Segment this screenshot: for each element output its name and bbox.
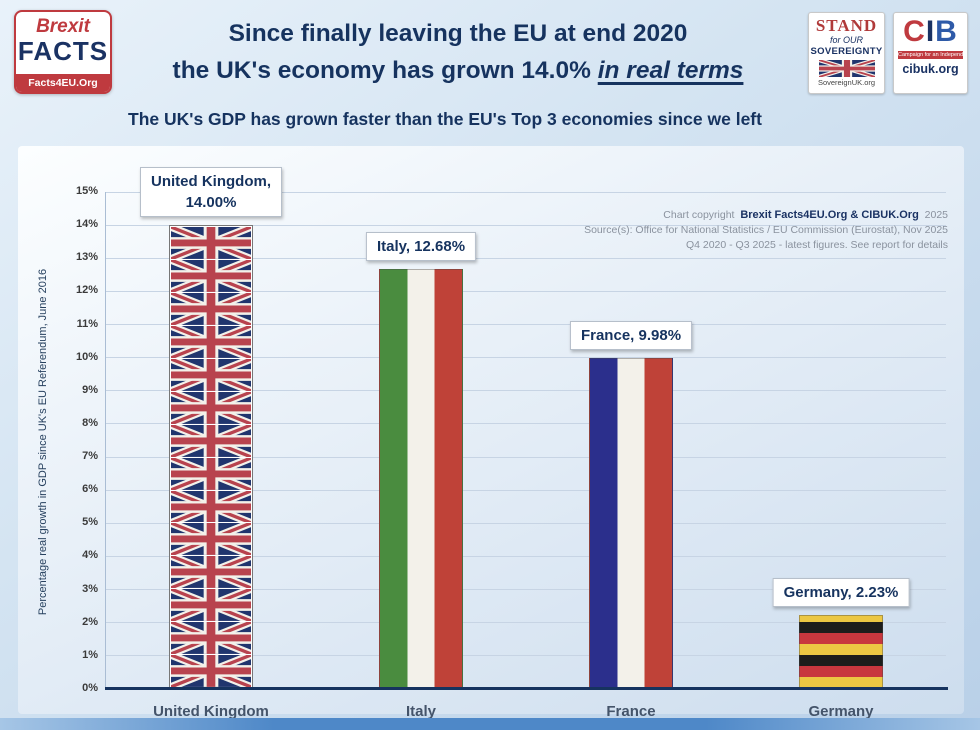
bar-value-label: France, 9.98%: [569, 321, 693, 351]
union-jack-flag-segment: [171, 424, 251, 457]
bar-france: [589, 358, 673, 689]
facts4eu-logo: Brexit FACTS Facts4EU.Org: [14, 10, 112, 94]
gridline: [106, 622, 946, 624]
gridline: [106, 191, 946, 193]
union-jack-flag-segment: [171, 490, 251, 523]
cib-letter-c: C: [903, 15, 926, 48]
y-tick-label: 11%: [76, 317, 98, 330]
gridline: [106, 456, 946, 458]
union-jack-flag-segment: [171, 457, 251, 490]
title-line-2-emphasis: in real terms: [597, 56, 744, 84]
gridline: [106, 522, 946, 524]
gdp-growth-bar-chart: Chart copyright Brexit Facts4EU.Org & CI…: [18, 146, 964, 720]
y-tick-label: 1%: [82, 648, 98, 661]
bottom-frame-strip: [0, 718, 980, 730]
y-axis-line: [105, 192, 106, 689]
period-line: Q4 2020 - Q3 2025 - latest figures. See …: [685, 239, 948, 251]
gridline: [106, 555, 946, 557]
union-jack-flag-segment: [171, 325, 251, 358]
gridline: [106, 324, 946, 326]
cib-letters: CIB: [894, 15, 967, 50]
union-jack-flag-segment: [171, 622, 251, 655]
sovereignuk-site: SovereignUK.org: [817, 78, 876, 88]
chart-subtitle: The UK's GDP has grown faster than the E…: [128, 109, 762, 129]
cibuk-site: cibuk.org: [902, 61, 959, 76]
y-tick-label: 7%: [82, 450, 98, 463]
x-axis-label: Italy: [405, 703, 436, 720]
y-tick-label: 6%: [82, 483, 98, 496]
gridline: [106, 224, 946, 226]
copyright-line: Chart copyright Brexit Facts4EU.Org & CI…: [584, 208, 948, 223]
logo-facts-word: FACTS: [17, 36, 109, 66]
gridline: [106, 290, 946, 292]
sovereignuk-logo: STAND for OUR SOVEREIGNTY SovereignUK.or…: [808, 12, 885, 94]
y-tick-label: 5%: [82, 516, 98, 529]
y-tick-label: 2%: [82, 615, 98, 628]
y-tick-label: 15%: [75, 185, 98, 197]
bar-value-label-line: 14.00%: [185, 194, 237, 212]
y-tick-label: 14%: [75, 218, 98, 231]
bar-germany: [799, 615, 883, 689]
gridline: [106, 257, 946, 259]
union-jack-flag-segment: [171, 227, 251, 260]
y-tick-label: 8%: [82, 416, 98, 429]
y-tick-label: 0%: [82, 682, 98, 694]
cib-letter-i: I: [925, 15, 936, 48]
title-line-2-prefix: the UK's economy has grown 14.0%: [172, 56, 598, 84]
union-jack-flag-segment: [171, 260, 251, 292]
gridline: [106, 390, 946, 392]
logo-facts4eu-site: Facts4EU.Org: [16, 74, 110, 92]
bar-value-label-line: United Kingdom,: [151, 173, 271, 191]
logo-brexit-word: Brexit: [36, 16, 90, 37]
bar-value-label-line: Germany, 2.23%: [783, 584, 899, 602]
copyright-owner: Brexit Facts4EU.Org & CIBUK.Org: [740, 209, 919, 221]
bar-italy: [379, 268, 463, 689]
gridline: [106, 655, 946, 657]
y-tick-label: 10%: [75, 350, 98, 363]
union-jack-flag-segment: [171, 655, 251, 688]
bar-value-label-line: France, 9.98%: [580, 327, 682, 345]
union-jack-flag-segment: [171, 292, 251, 325]
cib-tagline: Campaign for an Independent Britain: [898, 50, 963, 59]
x-axis-label: Germany: [808, 703, 874, 720]
union-jack-flag-segment: [171, 589, 251, 622]
bar-value-label: United Kingdom, 14.00%: [140, 167, 282, 218]
union-jack-flag-segment: [171, 556, 251, 589]
union-jack-flag-segment: [171, 523, 251, 556]
x-axis-label: United Kingdom: [153, 703, 269, 720]
y-tick-label: 3%: [82, 582, 98, 595]
x-axis-line: [105, 687, 948, 690]
y-axis-title: Percentage real growth in GDP since UK's…: [37, 268, 49, 616]
bar-value-label: Germany, 2.23%: [772, 578, 910, 608]
cib-letter-b: B: [935, 15, 958, 48]
gridline: [106, 357, 946, 359]
title-line-2: the UK's economy has grown 14.0% in real…: [118, 53, 798, 90]
stand-word: STAND: [815, 16, 878, 35]
y-tick-label: 9%: [82, 383, 98, 396]
page-title: Since finally leaving the EU at end 2020…: [118, 16, 798, 90]
copyright-block: Chart copyright Brexit Facts4EU.Org & CI…: [584, 208, 948, 253]
bar-united-kingdom: [169, 225, 253, 689]
gridline: [106, 423, 946, 425]
bar-value-label: Italy, 12.68%: [365, 231, 477, 261]
plot-area: 0% 1% 2% 3% 4% 5% 6% 7% 8% 9% 10% 11% 12% 13% 14% 15% Un…: [76, 167, 948, 720]
bar-value-label-line: Italy, 12.68%: [376, 237, 466, 255]
y-tick-label: 13%: [75, 251, 98, 264]
gridline: [106, 489, 946, 491]
y-tick-label: 12%: [75, 284, 98, 297]
gridline: [106, 589, 946, 591]
union-jack-flag-segment: [171, 391, 251, 424]
cibuk-logo: CIB Campaign for an Independent Britain …: [893, 12, 968, 94]
copyright-year: 2025: [924, 209, 948, 221]
copyright-prefix: Chart copyright: [663, 209, 735, 221]
source-line: Source(s): Office for National Statistic…: [584, 224, 948, 236]
union-jack-icon: [818, 60, 875, 78]
title-line-1: Since finally leaving the EU at end 2020: [228, 20, 688, 47]
union-jack-flag-segment: [171, 358, 251, 391]
for-our-word: for OUR: [829, 34, 863, 45]
x-axis-label: France: [606, 703, 656, 720]
y-tick-label: 4%: [82, 549, 98, 562]
sovereignty-word: SOVEREIGNTY: [810, 46, 883, 58]
